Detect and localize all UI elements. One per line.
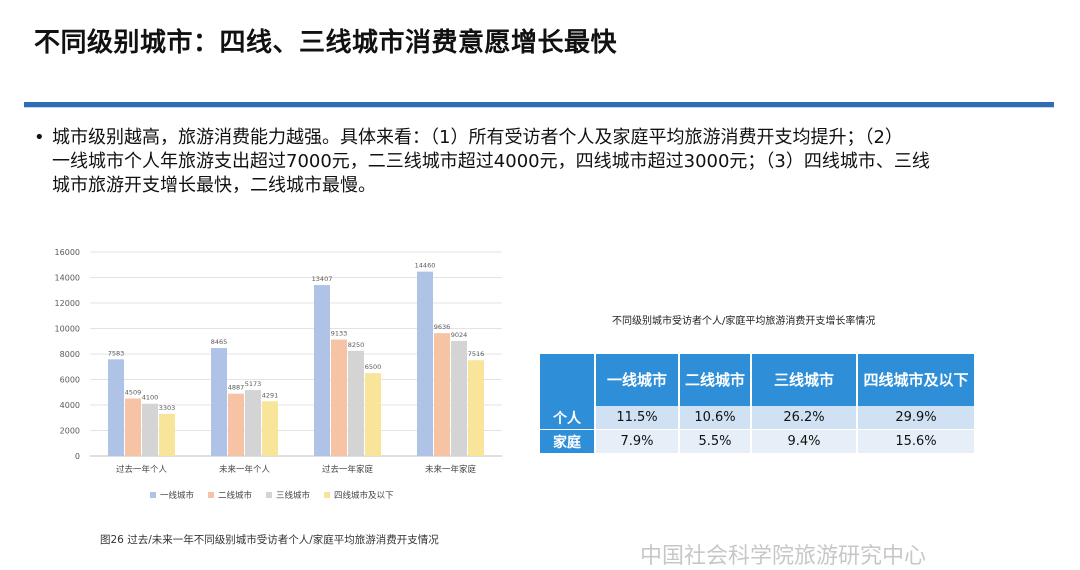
legend-swatch	[208, 492, 214, 498]
bar	[348, 350, 364, 456]
x-tick-label: 未来一年家庭	[425, 464, 477, 475]
bar	[434, 333, 450, 456]
data-label: 9133	[331, 330, 348, 338]
bullet-text: 城市级别越高，旅游消费能力越强。具体来看：（1）所有受访者个人及家庭平均旅游消费…	[52, 126, 1054, 198]
table-cell: 26.2%	[751, 406, 858, 430]
bullet-line: 城市旅游开支增长最快，二线城市最慢。	[52, 175, 376, 196]
data-label: 6500	[365, 363, 382, 371]
table-cell: 11.5%	[595, 406, 680, 430]
y-tick-label: 0	[75, 452, 80, 461]
table-cell: 9.4%	[751, 429, 858, 454]
bar	[468, 360, 484, 456]
legend-swatch	[324, 492, 330, 498]
bar	[108, 359, 124, 456]
legend-label: 三线城市	[276, 490, 311, 501]
data-label: 9024	[451, 331, 468, 339]
bar	[228, 393, 244, 456]
legend-label: 二线城市	[218, 490, 253, 501]
page-title: 不同级别城市：四线、三线城市消费意愿增长最快	[34, 28, 618, 58]
data-label: 4291	[262, 391, 279, 399]
y-tick-label: 6000	[60, 376, 80, 385]
table-row: 家庭 7.9% 5.5% 9.4% 15.6%	[540, 429, 976, 454]
data-label: 13407	[312, 275, 333, 283]
data-label: 3303	[159, 404, 176, 412]
table-header-cell: 四线城市及以下	[857, 354, 976, 406]
bar	[245, 390, 261, 456]
data-label: 9636	[434, 323, 451, 331]
y-tick-label: 12000	[55, 299, 80, 308]
table-cell: 29.9%	[857, 406, 976, 430]
legend-label: 四线城市及以下	[334, 490, 394, 501]
table-header-cell: 一线城市	[595, 354, 680, 406]
bullet-line: 一线城市个人年旅游支出超过7000元，二三线城市超过4000元，四线城市超过30…	[52, 151, 930, 172]
data-label: 5173	[245, 380, 262, 388]
y-tick-label: 10000	[55, 325, 80, 334]
bullet-line: 城市级别越高，旅游消费能力越强。具体来看：（1）所有受访者个人及家庭平均旅游消费…	[52, 127, 903, 148]
title-divider	[24, 102, 1054, 107]
y-tick-label: 16000	[55, 248, 80, 257]
data-label: 8465	[211, 338, 228, 346]
legend-swatch	[266, 492, 272, 498]
title-divider-shadow	[24, 107, 1054, 108]
bar	[365, 373, 381, 456]
table-cell: 15.6%	[857, 429, 976, 454]
table-title: 不同级别城市受访者个人/家庭平均旅游消费开支增长率情况	[612, 316, 876, 327]
data-label: 14460	[415, 262, 436, 270]
data-label: 4887	[228, 384, 245, 392]
bar	[451, 340, 467, 456]
table-cell: 10.6%	[679, 406, 752, 430]
table-row-label: 家庭	[540, 429, 596, 454]
table-row-label: 个人	[540, 406, 596, 430]
bullet-dot-icon: •	[34, 127, 45, 148]
data-label: 7516	[468, 350, 485, 358]
spending-bar-chart: 0 2000 4000 6000 8000 10000 12000 14000 16000 758…	[40, 240, 520, 515]
chart-caption: 图26 过去/未来一年不同级别城市受访者个人/家庭平均旅游消费开支情况	[100, 534, 439, 546]
table-header-cell: 三线城市	[751, 354, 858, 406]
x-tick-label: 未来一年个人	[219, 464, 271, 475]
y-tick-label: 4000	[60, 401, 80, 410]
bar	[142, 403, 158, 456]
data-label: 8250	[348, 341, 365, 349]
x-tick-label: 过去一年个人	[116, 464, 168, 475]
bar-chart-svg: 0 2000 4000 6000 8000 10000 12000 14000 16000 758…	[55, 248, 502, 501]
legend-label: 一线城市	[160, 490, 195, 501]
data-label: 4100	[142, 394, 159, 402]
table-header-cell: 二线城市	[679, 354, 752, 406]
bar	[417, 271, 433, 456]
watermark-logo: 中国社会科学院旅游研究中心	[640, 538, 926, 570]
bar	[314, 285, 330, 456]
table-row: 个人 11.5% 10.6% 26.2% 29.9%	[540, 406, 976, 430]
table-cell: 7.9%	[595, 429, 680, 454]
legend-swatch	[150, 492, 156, 498]
table-cell: 5.5%	[679, 429, 752, 454]
data-label: 7583	[108, 349, 125, 357]
table-header-row: 一线城市 二线城市 三线城市 四线城市及以下	[540, 354, 976, 406]
table-corner-cell	[540, 354, 596, 406]
y-tick-label: 2000	[60, 427, 80, 436]
bar	[125, 398, 141, 456]
y-tick-label: 8000	[60, 350, 80, 359]
y-tick-label: 14000	[55, 274, 80, 283]
summary-bullet: • 城市级别越高，旅游消费能力越强。具体来看：（1）所有受访者个人及家庭平均旅游…	[34, 126, 1054, 198]
watermark-text: 中国社会科学院旅游研究中心	[640, 544, 927, 569]
bar	[262, 401, 278, 456]
bar	[159, 413, 175, 456]
bar	[211, 348, 227, 456]
growth-rate-table: 一线城市 二线城市 三线城市 四线城市及以下 个人 11.5% 10.6% 26…	[540, 354, 976, 454]
x-tick-label: 过去一年家庭	[322, 464, 374, 475]
data-label: 4509	[125, 389, 142, 397]
bar	[331, 339, 347, 456]
